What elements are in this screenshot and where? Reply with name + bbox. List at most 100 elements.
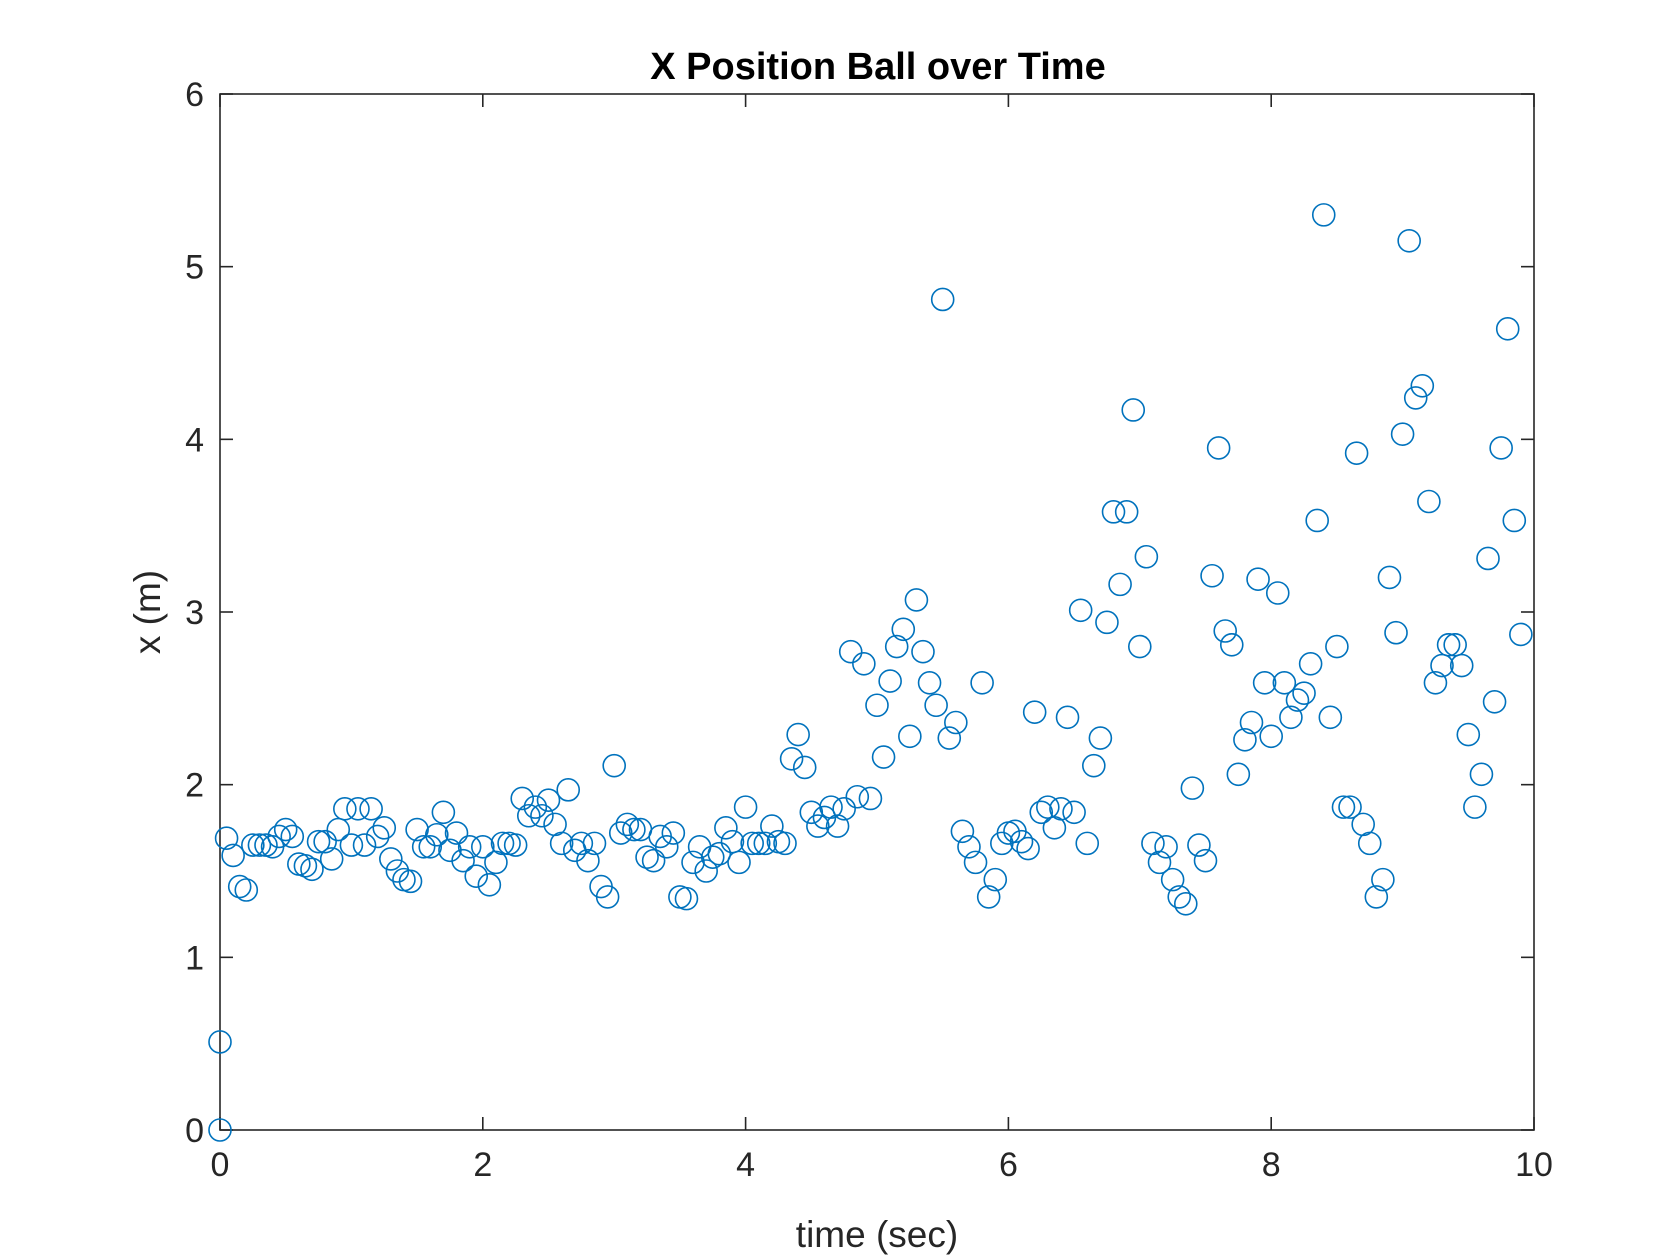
data-point bbox=[1357, 831, 1382, 856]
data-point bbox=[878, 669, 902, 693]
data-point bbox=[714, 816, 738, 840]
data-point bbox=[576, 848, 600, 873]
data-point bbox=[760, 814, 784, 838]
data-point bbox=[214, 826, 239, 850]
data-point bbox=[957, 835, 981, 859]
x-tick-label: 6 bbox=[999, 1146, 1018, 1184]
data-point bbox=[1397, 228, 1421, 253]
data-point bbox=[608, 821, 633, 845]
data-point bbox=[1246, 567, 1270, 591]
data-point bbox=[1259, 724, 1283, 749]
x-tick-label: 2 bbox=[473, 1146, 492, 1184]
data-point bbox=[510, 786, 535, 811]
data-point bbox=[1200, 563, 1224, 588]
data-point bbox=[319, 847, 344, 871]
data-point bbox=[1068, 598, 1093, 623]
data-point bbox=[727, 850, 751, 875]
data-point bbox=[208, 1030, 232, 1054]
data-point bbox=[1403, 386, 1428, 410]
data-point bbox=[1489, 436, 1513, 460]
data-point bbox=[694, 859, 718, 883]
data-point bbox=[944, 710, 968, 735]
data-point bbox=[293, 854, 318, 878]
x-axis-label: time (sec) bbox=[796, 1214, 958, 1255]
data-point bbox=[477, 873, 502, 897]
data-point bbox=[1101, 500, 1126, 524]
data-point bbox=[654, 835, 679, 859]
data-point bbox=[911, 639, 935, 664]
data-point bbox=[1226, 762, 1251, 787]
y-tick-label: 5 bbox=[185, 249, 204, 287]
data-point bbox=[937, 726, 962, 750]
data-point bbox=[891, 617, 916, 642]
data-point bbox=[1049, 797, 1073, 821]
x-tick-label: 4 bbox=[736, 1146, 755, 1184]
plot-area bbox=[219, 93, 1535, 1131]
data-point bbox=[365, 824, 390, 849]
data-point bbox=[280, 824, 305, 849]
data-point bbox=[398, 869, 423, 894]
data-point bbox=[746, 831, 771, 856]
data-point bbox=[1476, 546, 1500, 571]
data-point bbox=[733, 795, 758, 819]
data-point bbox=[1305, 508, 1329, 533]
data-point bbox=[569, 831, 594, 856]
data-point bbox=[490, 831, 515, 856]
data-point bbox=[1285, 688, 1310, 712]
data-point bbox=[1154, 835, 1178, 859]
data-point bbox=[1265, 581, 1290, 605]
data-point bbox=[536, 788, 561, 813]
data-point bbox=[1371, 867, 1395, 892]
data-point bbox=[464, 864, 489, 888]
data-point bbox=[845, 784, 870, 809]
data-point bbox=[1082, 753, 1106, 778]
y-tick-label: 0 bbox=[185, 1112, 204, 1150]
data-point bbox=[530, 803, 554, 828]
data-point bbox=[241, 833, 265, 857]
data-point bbox=[1502, 508, 1527, 533]
data-point bbox=[1134, 544, 1159, 569]
y-tick-label: 1 bbox=[185, 939, 204, 977]
data-point bbox=[615, 812, 640, 837]
data-point bbox=[457, 835, 482, 859]
data-point bbox=[1128, 634, 1152, 659]
data-point bbox=[1364, 885, 1389, 909]
data-point bbox=[1495, 317, 1520, 341]
data-point bbox=[595, 885, 620, 909]
data-point bbox=[221, 843, 245, 868]
data-point bbox=[273, 817, 298, 842]
data-point bbox=[1318, 705, 1343, 730]
data-point bbox=[950, 819, 975, 844]
data-point bbox=[313, 829, 337, 854]
data-point bbox=[1180, 776, 1205, 800]
x-tick-label: 0 bbox=[211, 1146, 230, 1184]
data-point bbox=[1292, 681, 1316, 705]
data-point bbox=[1233, 727, 1257, 752]
data-point bbox=[556, 778, 581, 802]
data-point bbox=[444, 821, 469, 845]
y-tick-label: 4 bbox=[185, 421, 204, 459]
data-point bbox=[884, 634, 909, 659]
data-point bbox=[208, 1118, 232, 1142]
data-point bbox=[1482, 689, 1507, 714]
data-point bbox=[898, 724, 922, 749]
data-points bbox=[208, 203, 1533, 1142]
data-point bbox=[622, 817, 646, 842]
data-point bbox=[1075, 831, 1100, 856]
data-point bbox=[523, 795, 548, 819]
data-point bbox=[700, 845, 725, 869]
data-point bbox=[1160, 867, 1185, 892]
data-point bbox=[1173, 892, 1198, 916]
data-point bbox=[740, 831, 764, 856]
data-point bbox=[924, 693, 948, 718]
data-point bbox=[379, 847, 403, 871]
data-point bbox=[832, 797, 856, 821]
data-point bbox=[838, 639, 863, 664]
data-point bbox=[970, 670, 994, 695]
data-point bbox=[425, 822, 449, 847]
data-point bbox=[431, 800, 456, 825]
data-point bbox=[1167, 885, 1192, 909]
data-point bbox=[470, 835, 495, 859]
data-point bbox=[806, 814, 830, 838]
data-point bbox=[661, 821, 686, 845]
